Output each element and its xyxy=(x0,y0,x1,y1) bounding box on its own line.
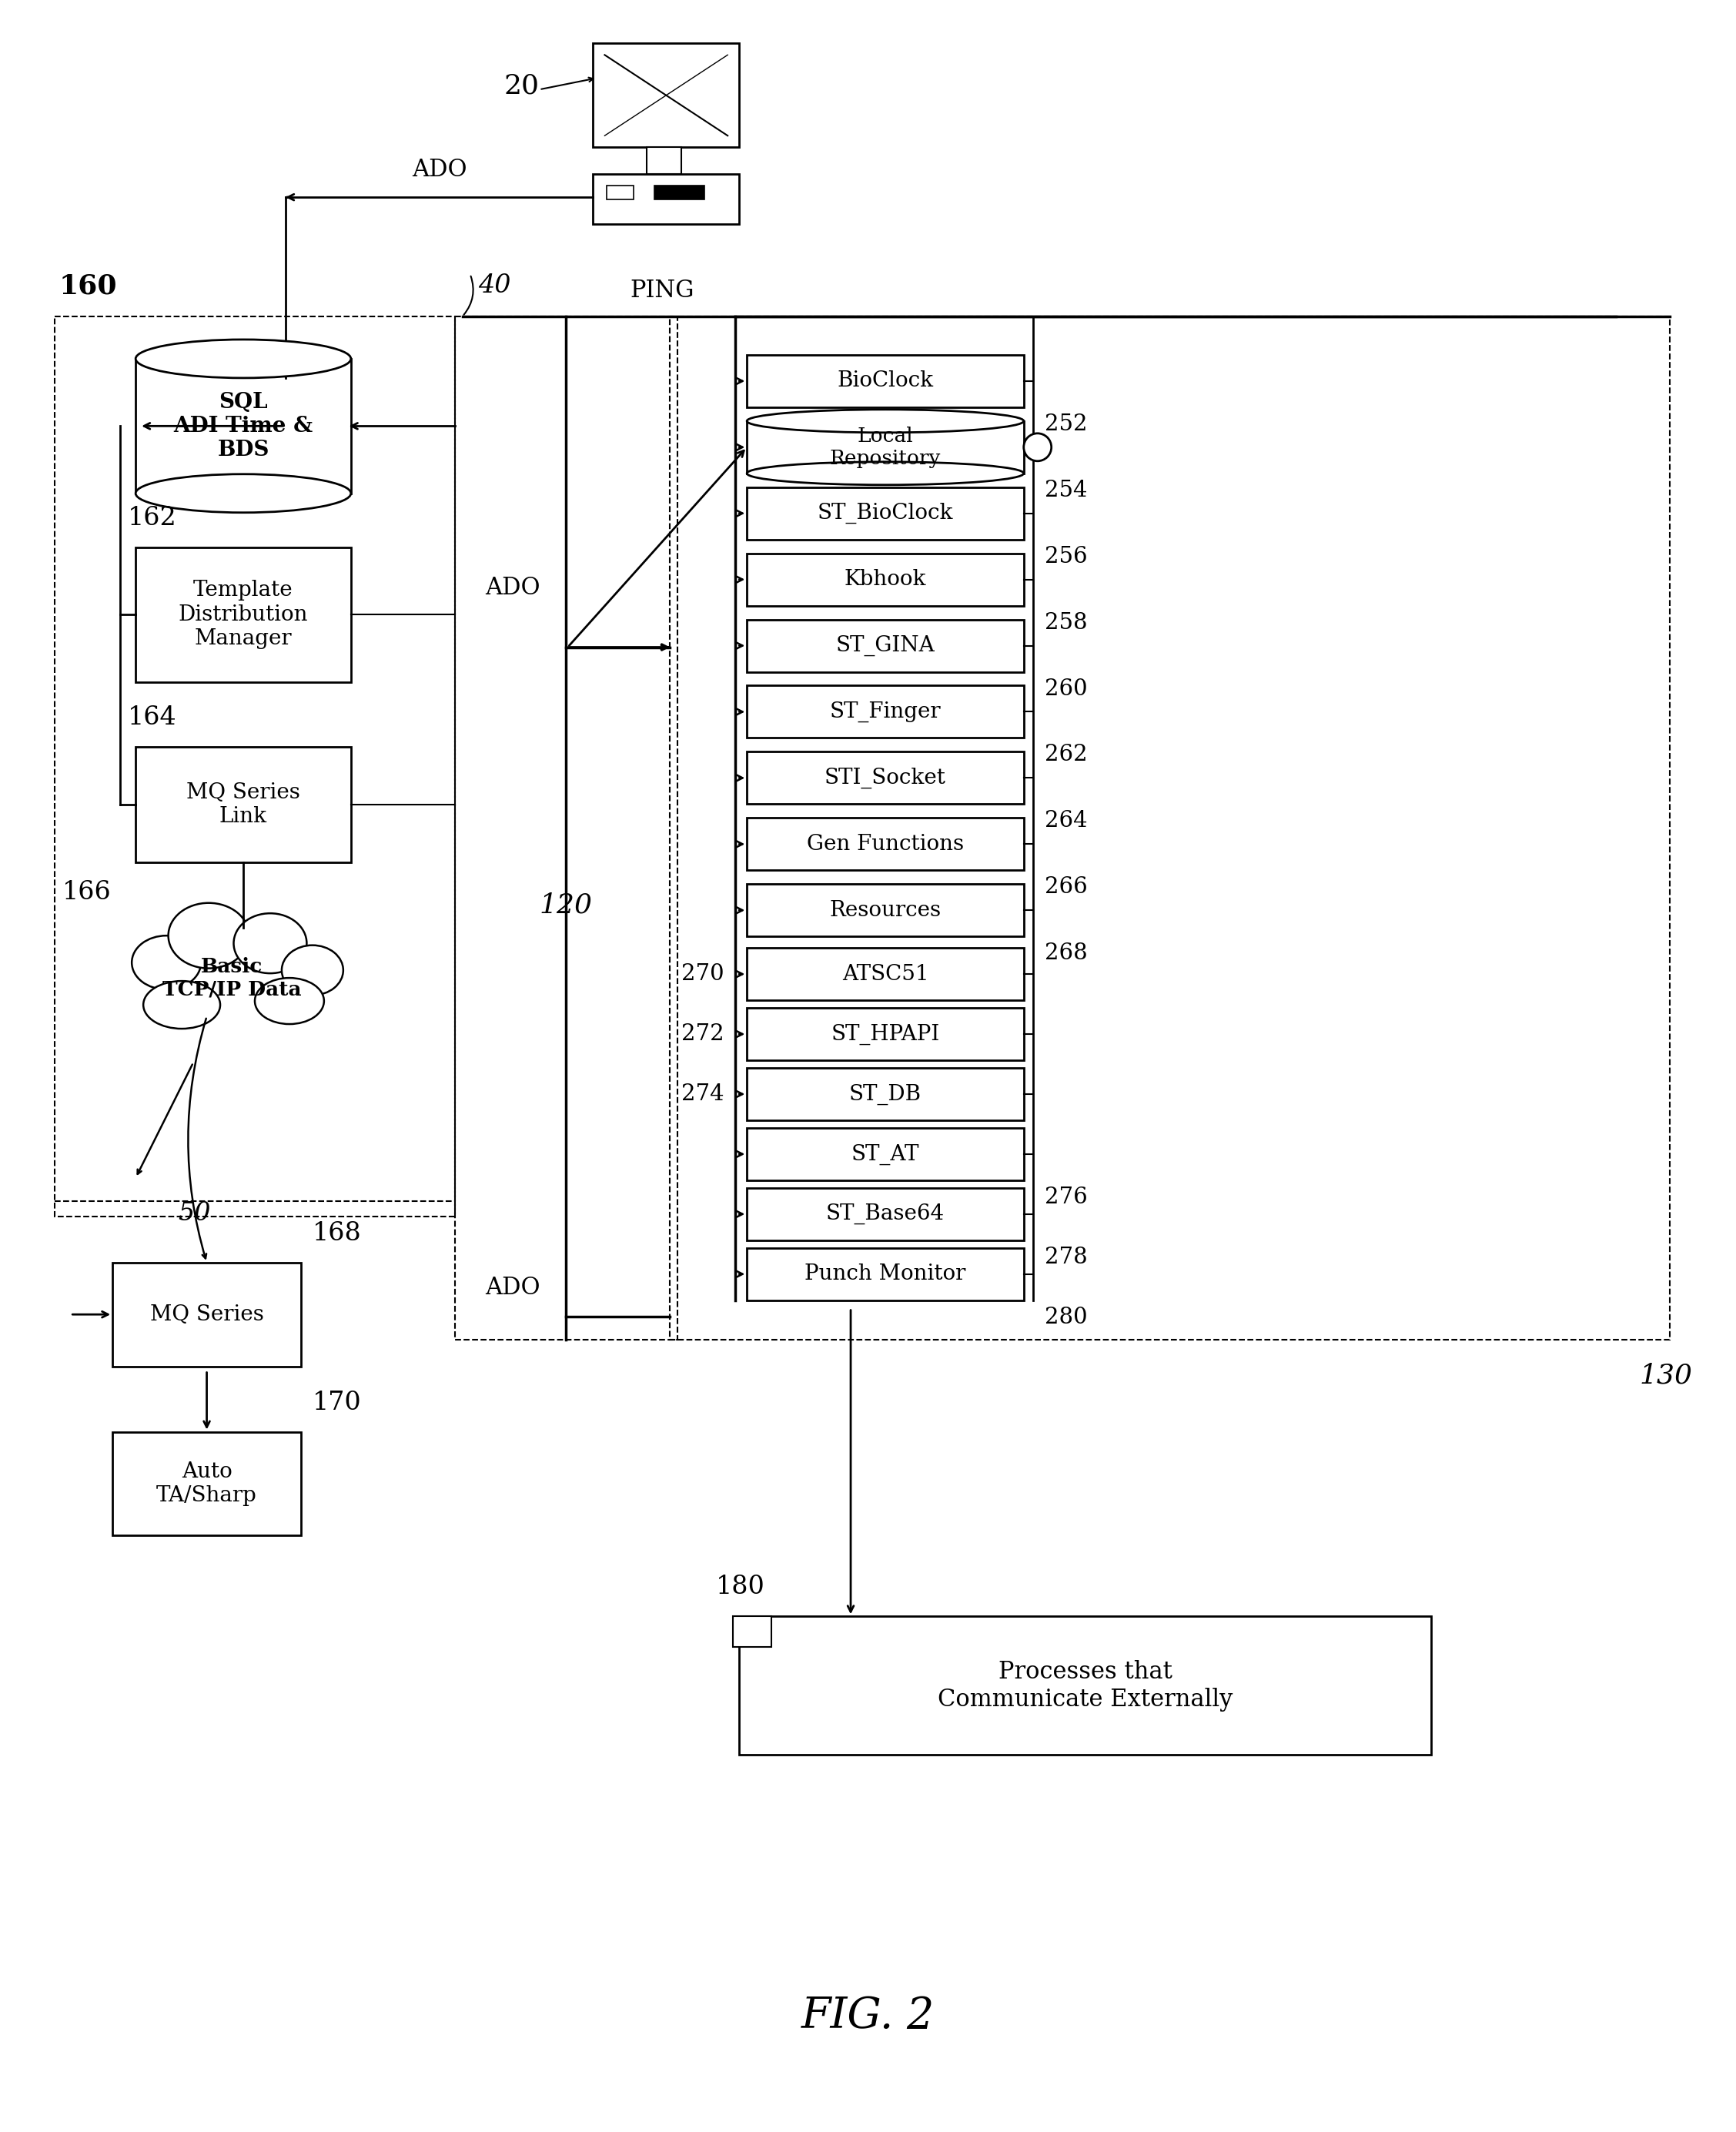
Bar xyxy=(746,753,1024,804)
Text: 256: 256 xyxy=(1045,546,1087,567)
Text: 120: 120 xyxy=(540,891,592,919)
Text: 180: 180 xyxy=(717,1576,766,1599)
Bar xyxy=(654,185,705,200)
Bar xyxy=(746,488,1024,539)
Text: Kbhook: Kbhook xyxy=(844,569,927,591)
Text: 50: 50 xyxy=(177,1200,210,1226)
Bar xyxy=(594,175,740,224)
Text: 276: 276 xyxy=(1045,1185,1087,1209)
Bar xyxy=(135,746,351,863)
Bar xyxy=(746,949,1024,1000)
Text: 278: 278 xyxy=(1045,1247,1087,1269)
Bar xyxy=(746,1188,1024,1241)
Bar xyxy=(746,687,1024,738)
Text: SQL
ADI Time &
BDS: SQL ADI Time & BDS xyxy=(174,392,312,461)
Text: BioClock: BioClock xyxy=(837,371,934,392)
Ellipse shape xyxy=(168,904,248,968)
Text: Template
Distribution
Manager: Template Distribution Manager xyxy=(179,580,307,648)
Text: 270: 270 xyxy=(681,964,724,985)
Bar xyxy=(746,1247,1024,1301)
Text: MQ Series
Link: MQ Series Link xyxy=(186,782,300,827)
Text: Processes that
Communicate Externally: Processes that Communicate Externally xyxy=(937,1661,1233,1712)
Text: 130: 130 xyxy=(1639,1362,1693,1388)
Text: 266: 266 xyxy=(1045,876,1087,898)
Bar xyxy=(746,1128,1024,1181)
Text: ADO: ADO xyxy=(486,1275,540,1298)
Text: ATSC51: ATSC51 xyxy=(842,964,929,985)
Ellipse shape xyxy=(135,473,351,512)
Bar xyxy=(733,1616,771,1648)
Text: ST_HPAPI: ST_HPAPI xyxy=(832,1023,939,1045)
Ellipse shape xyxy=(144,981,220,1030)
Bar xyxy=(455,316,677,1339)
Text: 20: 20 xyxy=(503,72,540,98)
Bar xyxy=(746,620,1024,672)
Text: 166: 166 xyxy=(62,881,111,904)
Ellipse shape xyxy=(746,463,1024,484)
Text: ST_AT: ST_AT xyxy=(851,1143,920,1164)
Bar xyxy=(113,1433,300,1535)
Text: 164: 164 xyxy=(128,706,177,731)
Text: 170: 170 xyxy=(312,1390,361,1416)
Bar xyxy=(56,316,455,1217)
Text: ST_DB: ST_DB xyxy=(849,1083,922,1104)
Ellipse shape xyxy=(132,936,201,989)
Bar xyxy=(670,316,1670,1339)
Text: 280: 280 xyxy=(1045,1307,1087,1328)
Bar xyxy=(746,1068,1024,1119)
Bar xyxy=(746,554,1024,605)
Bar xyxy=(746,885,1024,936)
Ellipse shape xyxy=(746,409,1024,433)
Bar xyxy=(113,1262,300,1367)
Text: PING: PING xyxy=(630,279,694,303)
Text: 274: 274 xyxy=(681,1083,724,1104)
Text: Resources: Resources xyxy=(830,900,941,921)
Text: Basic
TCP/IP Data: Basic TCP/IP Data xyxy=(161,957,302,998)
Text: STI_Socket: STI_Socket xyxy=(825,768,946,789)
Text: ST_Finger: ST_Finger xyxy=(830,701,941,723)
Text: 260: 260 xyxy=(1045,678,1087,699)
Bar xyxy=(135,358,351,492)
Text: 160: 160 xyxy=(59,273,116,298)
Text: 264: 264 xyxy=(1045,810,1087,831)
Bar xyxy=(594,43,740,147)
Text: 262: 262 xyxy=(1045,744,1087,765)
Ellipse shape xyxy=(255,979,325,1023)
Text: 162: 162 xyxy=(128,505,177,531)
Text: 168: 168 xyxy=(312,1222,361,1245)
Text: Auto
TA/Sharp: Auto TA/Sharp xyxy=(156,1460,257,1505)
Text: 272: 272 xyxy=(681,1023,724,1045)
Bar xyxy=(746,420,1024,473)
Text: ADO: ADO xyxy=(486,576,540,599)
Text: Gen Functions: Gen Functions xyxy=(807,834,963,855)
Bar xyxy=(648,147,682,175)
Text: 254: 254 xyxy=(1045,480,1087,501)
Text: MQ Series: MQ Series xyxy=(149,1305,264,1324)
Ellipse shape xyxy=(281,944,344,996)
Text: Local
Repository: Local Repository xyxy=(830,426,941,469)
Text: 268: 268 xyxy=(1045,942,1087,964)
Bar xyxy=(746,354,1024,407)
Text: FIG. 2: FIG. 2 xyxy=(802,1996,934,2038)
Bar xyxy=(608,185,634,200)
Bar xyxy=(135,548,351,682)
Ellipse shape xyxy=(135,339,351,377)
Text: Punch Monitor: Punch Monitor xyxy=(806,1264,965,1283)
Bar xyxy=(740,1616,1430,1755)
Text: ADO: ADO xyxy=(411,158,467,181)
Text: ST_Base64: ST_Base64 xyxy=(826,1205,944,1224)
Text: 40: 40 xyxy=(477,273,510,298)
Text: ST_GINA: ST_GINA xyxy=(835,635,936,657)
Bar xyxy=(746,819,1024,870)
Text: ST_BioClock: ST_BioClock xyxy=(818,503,953,524)
Text: 258: 258 xyxy=(1045,612,1087,633)
Ellipse shape xyxy=(234,912,307,974)
Bar xyxy=(746,1008,1024,1060)
Text: 252: 252 xyxy=(1045,414,1087,435)
Ellipse shape xyxy=(1024,433,1052,461)
